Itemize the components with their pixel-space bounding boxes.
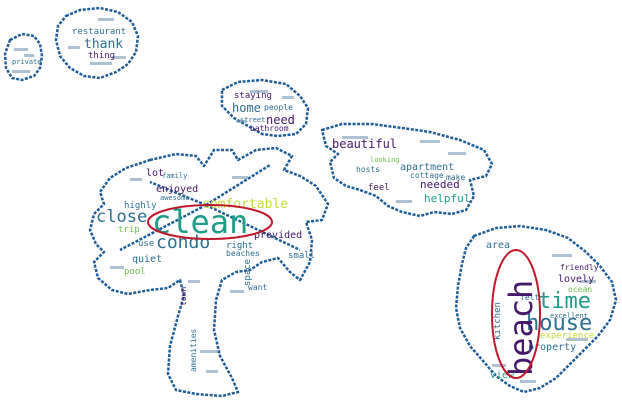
palm-tree-outline [88, 146, 330, 398]
filler-word [236, 120, 246, 123]
filler-word [12, 70, 30, 73]
palm-frond-line [205, 163, 271, 207]
word-make: make [446, 173, 465, 182]
filler-word [250, 90, 268, 93]
filler-word [566, 338, 588, 341]
word-town: town [179, 287, 188, 306]
word-lovely: lovely [558, 274, 594, 285]
oahu-island-outline [220, 78, 310, 138]
highlight-ellipse-clean [147, 204, 273, 240]
word-felt: felt [520, 293, 539, 302]
filler-word [420, 140, 440, 143]
filler-word [130, 178, 142, 181]
filler-word [448, 152, 466, 155]
filler-word [110, 266, 124, 269]
word-thing: thing [88, 51, 115, 61]
filler-word [90, 62, 112, 65]
filler-word [112, 56, 126, 59]
word-comfortable: comfortable [202, 197, 288, 212]
word-family: family [162, 172, 187, 180]
word-home: home [232, 101, 261, 115]
word-highly: highly [124, 201, 157, 211]
filler-word [230, 290, 244, 293]
word-close: close [96, 207, 147, 227]
word-need: need [266, 113, 295, 127]
filler-word [396, 200, 412, 203]
palm-frond-line [149, 180, 207, 207]
word-people: people [264, 103, 293, 112]
word-helpful: helpful [424, 192, 470, 205]
palm-frond-line [119, 203, 207, 252]
niihau-island-outline [3, 32, 44, 82]
word-amenities: amenities [189, 328, 198, 372]
word-want: want [248, 283, 267, 292]
filler-word [520, 380, 536, 383]
word-experience: experience [540, 331, 594, 341]
word-looking: looking [370, 156, 400, 164]
maui-island-outline [320, 122, 494, 218]
word-staying: staying [234, 91, 272, 101]
word-use: use [138, 239, 154, 249]
word-thank: thank [84, 37, 123, 52]
filler-word [232, 176, 248, 179]
word-kitchen: kitchen [493, 302, 503, 340]
word-private: private [12, 58, 42, 66]
filler-word [200, 350, 218, 353]
word-view: view [490, 370, 515, 381]
word-apartment: apartment [400, 162, 454, 173]
word-area: area [486, 240, 510, 251]
word-quiet: quiet [132, 254, 162, 265]
word-beaches: beaches [226, 249, 260, 258]
filler-word [14, 48, 28, 51]
word-needed: needed [420, 178, 460, 191]
word-enjoyed: enjoyed [156, 184, 198, 195]
word-lot: lot [146, 168, 164, 179]
palm-frond-line [205, 203, 301, 252]
word-street: street [240, 116, 265, 124]
word-right: right [226, 241, 253, 251]
big-island-outline [454, 224, 618, 394]
filler-word [206, 370, 218, 373]
filler-word [68, 46, 80, 49]
word-pool: pool [124, 267, 146, 277]
word-trip: trip [118, 225, 140, 235]
filler-word [188, 280, 200, 283]
word-space: space [243, 259, 253, 286]
word-beach: beach [502, 280, 540, 376]
filler-word [342, 136, 368, 139]
word-time: time [538, 289, 591, 314]
word-property: property [528, 342, 576, 353]
word-bathroom: bathroom [250, 124, 289, 133]
word-small: small [288, 251, 315, 261]
word-provided: provided [254, 230, 302, 241]
filler-word [492, 364, 506, 367]
word-friendly: friendly [560, 263, 599, 272]
kauai-island-outline [54, 6, 140, 80]
word-awesome: awesome [160, 194, 190, 202]
filler-word [24, 54, 34, 57]
highlight-ellipse-beach [491, 249, 541, 379]
filler-word [98, 18, 114, 21]
word-restaurant: restaurant [72, 27, 126, 37]
filler-word [552, 254, 572, 257]
word-feel: feel [368, 183, 390, 193]
filler-word [580, 280, 596, 283]
word-ocean: ocean [568, 285, 592, 294]
filler-word [282, 96, 294, 99]
word-cottage: cottage [410, 171, 444, 180]
word-hosts: hosts [356, 165, 380, 174]
word-beautiful: beautiful [332, 137, 397, 151]
word-excellent: excellent [550, 312, 588, 320]
word-condo: condo [156, 232, 210, 253]
word-house: house [526, 311, 592, 336]
